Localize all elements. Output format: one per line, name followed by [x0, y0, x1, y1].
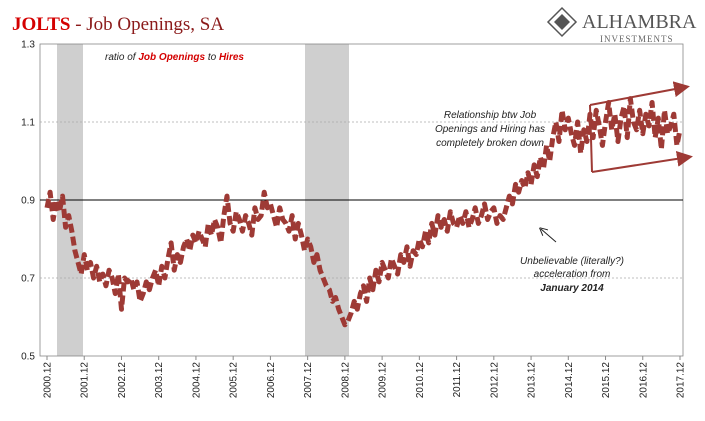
x-tick-label: 2000.12 — [43, 362, 54, 399]
annotation-line: completely broken down — [436, 138, 544, 149]
logo: ALHAMBRA INVESTMENTS — [546, 6, 697, 44]
annotation: Relationship btw Job Openings and Hiring… — [435, 110, 545, 149]
x-tick-label: 2010.12 — [415, 362, 426, 399]
x-tick-label: 2013.12 — [527, 362, 538, 399]
x-tick-label: 2002.12 — [117, 362, 128, 399]
annotation-line: acceleration from — [534, 269, 611, 280]
annotation: Unbelievable (literally?) acceleration f… — [520, 256, 624, 294]
chart-title: JOLTS - Job Openings, SA — [12, 14, 224, 35]
trend-arrow — [591, 150, 693, 173]
x-tick-label: 2004.12 — [191, 362, 202, 399]
x-tick-label: 2015.12 — [601, 362, 612, 399]
trend-arrow — [589, 81, 690, 106]
y-tick-label: 0.7 — [21, 274, 35, 285]
annotation-line: Openings and Hiring has — [435, 124, 545, 135]
y-tick-label: 1.3 — [21, 40, 35, 51]
annotation-arrow — [541, 229, 557, 243]
x-tick-label: 2007.12 — [303, 362, 314, 399]
series-line — [44, 96, 683, 328]
x-tick-label: 2009.12 — [378, 362, 389, 399]
subtitle: ratio of Job Openings to Hires — [105, 52, 244, 63]
annotation-line: January 2014 — [540, 283, 604, 294]
x-tick-label: 2016.12 — [638, 362, 649, 399]
y-tick-label: 0.5 — [21, 352, 35, 363]
logo-icon — [546, 6, 578, 38]
logo-icon — [554, 14, 570, 30]
x-tick-label: 2017.12 — [676, 362, 687, 399]
annotation-line: Relationship btw Job — [444, 110, 537, 121]
x-tick-label: 2012.12 — [489, 362, 500, 399]
trend-bracket — [589, 104, 593, 173]
x-tick-label: 2008.12 — [340, 362, 351, 399]
x-tick-label: 2003.12 — [154, 362, 165, 399]
y-tick-label: 1.1 — [21, 118, 35, 129]
y-tick-label: 0.9 — [21, 196, 35, 207]
logo-text: ALHAMBRA — [582, 11, 697, 33]
annotation-line: Unbelievable (literally?) — [520, 256, 624, 267]
x-tick-label: 2001.12 — [80, 362, 91, 399]
x-tick-label: 2011.12 — [452, 362, 463, 398]
x-tick-label: 2005.12 — [229, 362, 240, 399]
x-tick-label: 2006.12 — [266, 362, 277, 399]
x-tick-label: 2014.12 — [564, 362, 575, 399]
logo-subtext: INVESTMENTS — [600, 34, 674, 44]
